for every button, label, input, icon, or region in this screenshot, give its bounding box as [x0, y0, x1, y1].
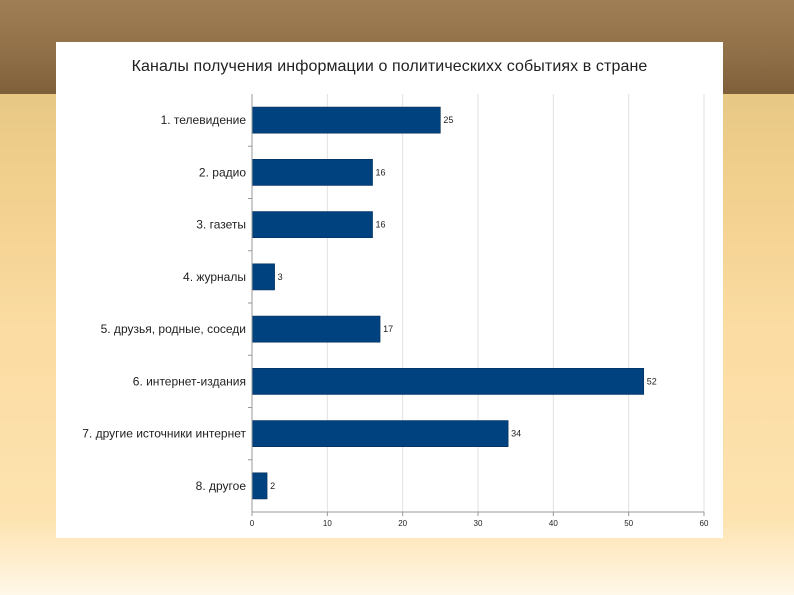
bar-4 — [251, 263, 275, 291]
bars — [251, 106, 645, 500]
category-label-4: 4. журналы — [183, 270, 246, 284]
category-label-5: 5. друзья, родные, соседи — [101, 322, 246, 336]
data-label-6: 52 — [647, 376, 657, 386]
data-label-1: 25 — [443, 115, 453, 125]
x-tick-label-3: 30 — [474, 519, 483, 528]
x-tick-label-4: 40 — [549, 519, 558, 528]
category-label-3: 3. газеты — [196, 218, 246, 232]
chart-card: Каналы получения информации о политическ… — [56, 42, 723, 538]
x-tick-label-0: 0 — [250, 519, 255, 528]
chart-title: Каналы получения информации о политическ… — [131, 58, 648, 75]
bar-8 — [251, 472, 268, 500]
bar-5 — [251, 315, 381, 343]
data-label-4: 3 — [278, 272, 283, 282]
data-label-8: 2 — [270, 481, 275, 491]
bar-7 — [251, 420, 509, 447]
data-label-3: 16 — [376, 220, 386, 230]
grid-lines — [326, 94, 705, 512]
category-label-6: 6. интернет-издания — [133, 374, 246, 388]
category-label-1: 1. телевидение — [161, 113, 247, 127]
category-label-8: 8. другое — [196, 479, 247, 493]
bar-3 — [251, 211, 373, 238]
bar-chart: 0 10 20 30 40 50 60 1. телевидение 25 2. радио 16 3… — [82, 94, 709, 528]
x-tick-label-1: 10 — [323, 519, 332, 528]
axes — [248, 94, 705, 516]
bar-1 — [251, 106, 441, 134]
labels: 0 10 20 30 40 50 60 1. телевидение 25 2. радио 16 3… — [82, 113, 709, 528]
data-label-7: 34 — [511, 429, 521, 439]
bar-6 — [251, 368, 645, 395]
bar-2 — [251, 159, 373, 186]
x-tick-label-5: 50 — [624, 519, 633, 528]
category-label-7: 7. другие источники интернет — [82, 427, 246, 441]
data-label-2: 16 — [376, 167, 386, 177]
x-tick-label-6: 60 — [700, 519, 709, 528]
data-label-5: 17 — [383, 324, 393, 334]
x-tick-label-2: 20 — [398, 519, 407, 528]
category-label-2: 2. радио — [199, 165, 246, 179]
